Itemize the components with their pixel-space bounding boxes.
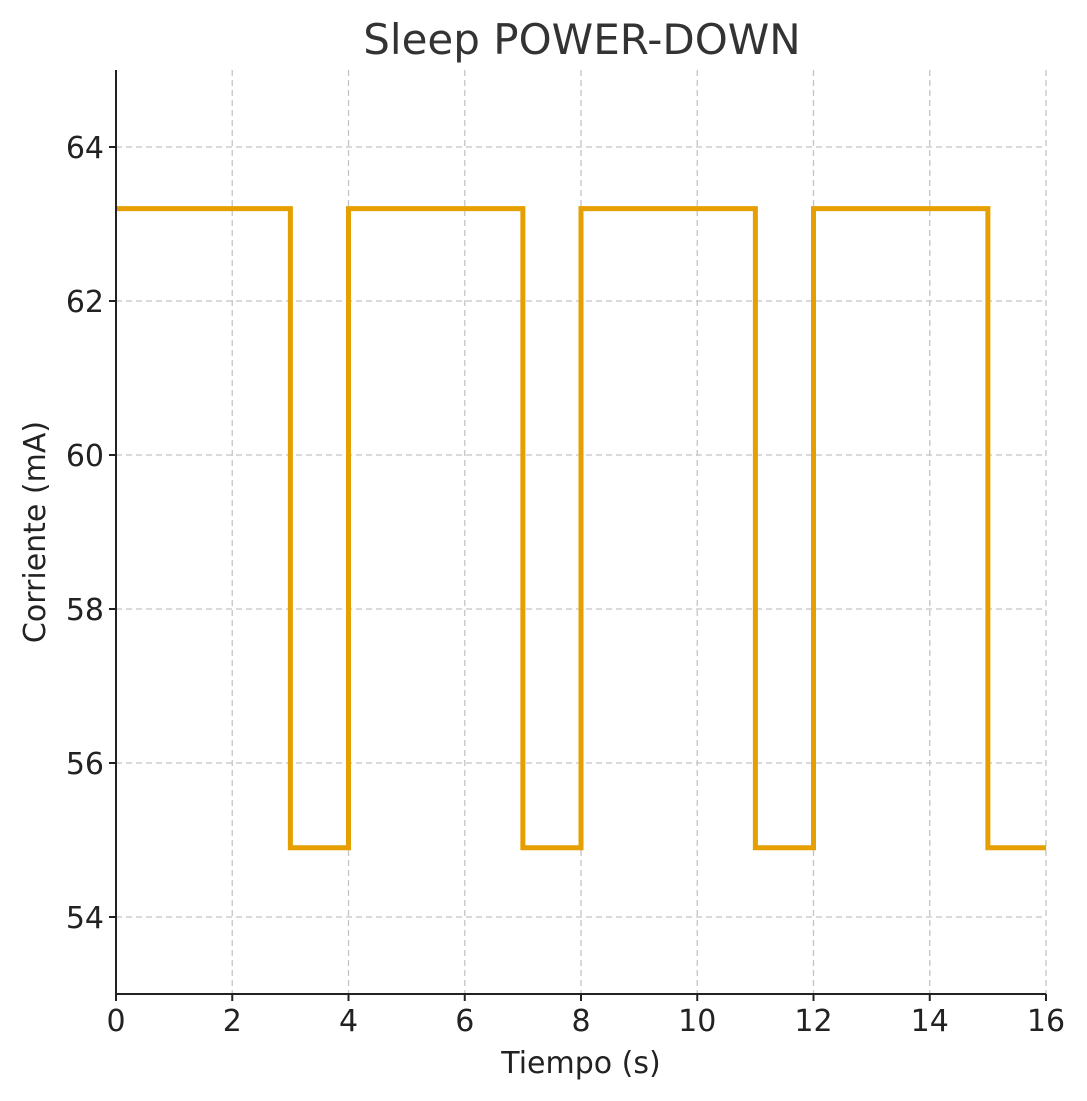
y-tick-label: 60 (66, 439, 104, 474)
x-tick-label: 12 (794, 1004, 832, 1039)
x-tick-label: 0 (106, 1004, 125, 1039)
x-tick-label: 16 (1027, 1004, 1065, 1039)
y-tick-label: 54 (66, 901, 104, 936)
y-tick-label: 62 (66, 285, 104, 320)
x-tick-label: 2 (223, 1004, 242, 1039)
y-axis-label: Corriente (mA) (18, 421, 53, 643)
y-tick-label: 56 (66, 747, 104, 782)
y-tick-label: 64 (66, 131, 104, 166)
y-tick-label: 58 (66, 593, 104, 628)
chart-title: Sleep POWER-DOWN (363, 15, 800, 64)
series-line (116, 206, 1046, 851)
x-tick-label: 4 (339, 1004, 358, 1039)
x-tick-label: 14 (911, 1004, 949, 1039)
x-tick-label: 6 (455, 1004, 474, 1039)
x-axis-label: Tiempo (s) (500, 1046, 660, 1081)
x-tick-label: 8 (571, 1004, 590, 1039)
x-tick-label: 10 (678, 1004, 716, 1039)
ticks: 0 2 4 6 8 10 12 14 16 54 56 58 60 62 64 (66, 131, 1065, 1039)
series-layer (116, 206, 1046, 851)
